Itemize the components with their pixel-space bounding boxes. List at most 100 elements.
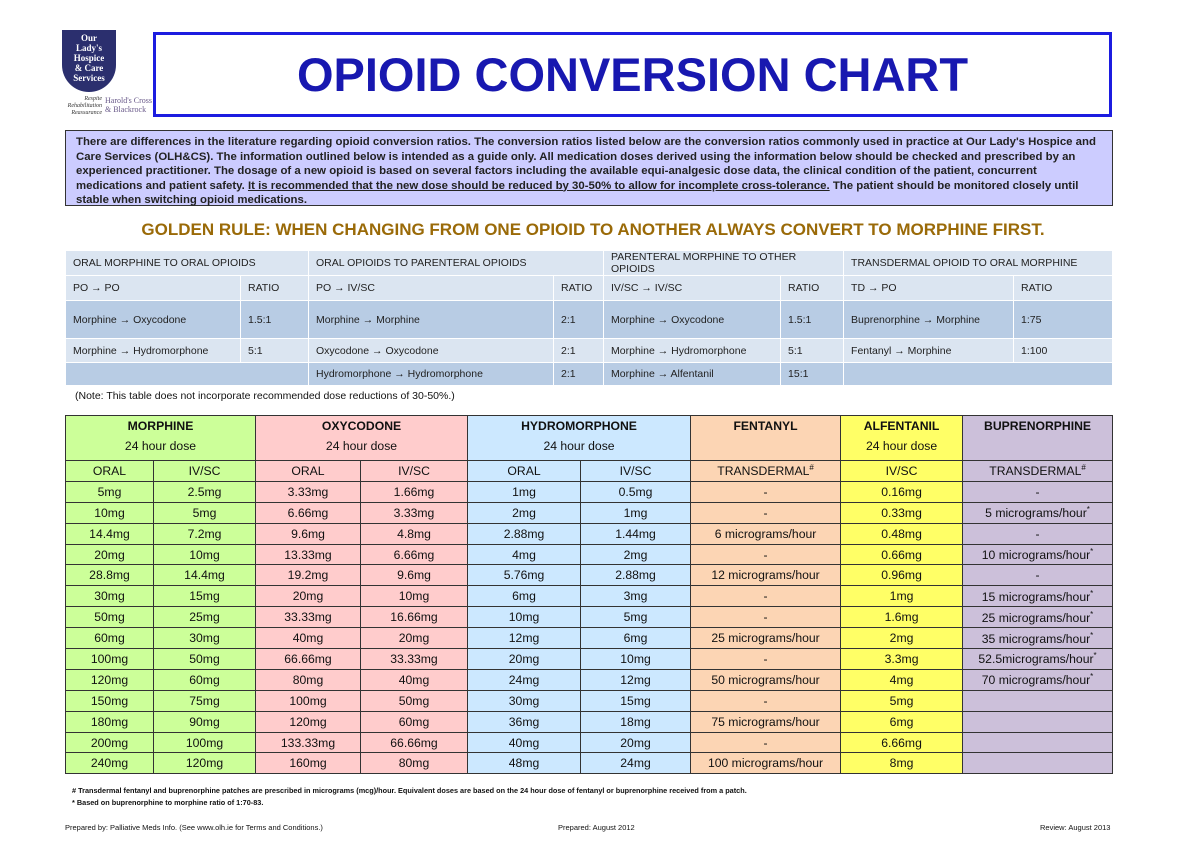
dose-cell: 3.33mg [359, 501, 469, 524]
dose-text: 10 micrograms/hour [981, 548, 1091, 563]
dose-sup: * [1090, 588, 1094, 598]
dose-cell: 100 micrograms/hour [690, 752, 842, 775]
footnote: * Based on buprenorphine to morphine rat… [72, 798, 264, 807]
ratio-empty-cell [65, 362, 309, 386]
dose-cell: 120mg [65, 668, 154, 691]
dose-text: 25 micrograms/hour [981, 610, 1091, 625]
route-label: IV/SC [580, 460, 692, 482]
dose-cell: - [690, 543, 842, 566]
dose-cell: 133.33mg [255, 731, 361, 754]
dose-cell: 30mg [467, 689, 582, 712]
route-sup: # [809, 463, 814, 473]
ratio-empty-cell [843, 362, 1114, 386]
dose-cell: 24mg [580, 752, 692, 775]
ratio-column-label: IV/SC → IV/SC [603, 275, 782, 301]
dose-cell: 6.66mg [255, 501, 361, 524]
dose-cell: 6mg [840, 710, 964, 733]
intro-text: There are differences in the literature … [76, 136, 1096, 192]
route-label: ORAL [65, 460, 154, 482]
footer-prepared-by: Prepared by: Palliative Meds Info. (See … [65, 823, 323, 832]
dose-cell: 150mg [65, 689, 154, 712]
dose-row: 5mg 2.5mg 3.33mg 1.66mg 1mg 0.5mg -0.16mg - [65, 480, 1114, 503]
dose-cell: 2.88mg [467, 522, 582, 545]
ratio-subheader-row: PO → PO RATIO PO → IV/SC RATIO IV/SC → IV/SC… [65, 275, 1114, 301]
dose-cell [962, 689, 1114, 712]
ratio-column-label: TD → PO [843, 275, 1015, 301]
dose-cell: 33.33mg [255, 606, 361, 629]
dose-cell: 25 micrograms/hour* [962, 606, 1114, 629]
intro: There are differences in the literature … [65, 130, 1113, 206]
ratio-group-title: ORAL MORPHINE TO ORAL OPIOIDS [65, 250, 309, 276]
dose-cell: - [690, 731, 842, 754]
ratio-group-title: TRANSDERMAL OPIOID TO ORAL MORPHINE [843, 250, 1114, 276]
ratio-row: Morphine → Hydromorphone 5:1 Oxycodone → O… [65, 338, 1114, 363]
dose-cell: 10mg [153, 543, 256, 566]
dose-sup: * [1086, 505, 1090, 515]
dose-cell: 2mg [840, 627, 964, 650]
footnote: # Transdermal fentanyl and buprenorphine… [72, 786, 747, 795]
drug-header: ALFENTANIL 24 hour dose [840, 415, 964, 461]
dose-cell: - [690, 606, 842, 629]
drug-header: FENTANYL [690, 415, 842, 461]
dose-cell: 5mg [580, 606, 692, 629]
logo-name: Services [73, 73, 105, 83]
dose-row: 28.8mg 14.4mg 19.2mg 9.6mg 5.76mg 2.88mg 12 mi… [65, 564, 1114, 587]
dose-cell: 2mg [580, 543, 692, 566]
ratio-column-label: PO → PO [65, 275, 241, 301]
dose-cell: 10mg [359, 585, 469, 608]
ratio-cell: Morphine → Hydromorphone [603, 338, 782, 363]
dose-cell [962, 731, 1114, 754]
dose-cell: 240mg [65, 752, 154, 775]
route-text: TRANSDERMAL [717, 464, 810, 479]
ratio-row: Morphine → Oxycodone 1.5:1 Morphine → Morp… [65, 300, 1114, 339]
route-text: TRANSDERMAL [989, 464, 1082, 479]
dose-sup: * [1090, 672, 1094, 682]
dose-cell: 100mg [255, 689, 361, 712]
dose-sup: * [1090, 546, 1094, 556]
dose-text: 15 micrograms/hour [981, 589, 1091, 604]
dose-cell: - [690, 689, 842, 712]
footer-review: Review: August 2013 [1040, 823, 1111, 832]
dose-cell: 120mg [255, 710, 361, 733]
dose-cell: 75 micrograms/hour [690, 710, 842, 733]
dose-cell: 6 micrograms/hour [690, 522, 842, 545]
dose-cell: 60mg [65, 627, 154, 650]
route-label: IV/SC [359, 460, 469, 482]
dose-cell: 14.4mg [65, 522, 154, 545]
logo-tagline-word: Respite [84, 96, 102, 102]
logo-location: Harold's Cross [105, 96, 152, 105]
dose-cell: 50mg [359, 689, 469, 712]
dose-cell: 1.6mg [840, 606, 964, 629]
dose-cell: 9.6mg [255, 522, 361, 545]
ratio-column-label: RATIO [780, 275, 845, 301]
dose-cell: 16.66mg [359, 606, 469, 629]
dose-row: 150mg 75mg 100mg 50mg 30mg 15mg -5mg [65, 689, 1114, 712]
drug-header: BUPRENORPHINE [962, 415, 1114, 461]
dose-cell: 6.66mg [359, 543, 469, 566]
title: OPIOID CONVERSION CHART [296, 48, 969, 101]
intro-underlined: It is recommended that the new dose shou… [247, 179, 830, 192]
dose-cell: 3mg [580, 585, 692, 608]
golden-rule: GOLDEN RULE: WHEN CHANGING FROM ONE OPIO… [141, 220, 1045, 239]
dose-cell: - [962, 480, 1114, 503]
dose-cell: 10 micrograms/hour* [962, 543, 1114, 566]
dose-cell: 40mg [359, 668, 469, 691]
dose-cell: 90mg [153, 710, 256, 733]
logo-tagline-word: Reassurance [71, 110, 102, 116]
dose-row: 240mg 120mg 160mg 80mg 48mg 24mg 100 microgram… [65, 752, 1114, 775]
ratio-cell: 1.5:1 [780, 300, 845, 339]
ratio-row: Hydromorphone → Hydromorphone 2:1 Morphine… [65, 362, 1114, 386]
drug-subtitle: 24 hour dose [325, 439, 398, 453]
dose-cell: 5 micrograms/hour* [962, 501, 1114, 524]
ratio-column-label: RATIO [1013, 275, 1114, 301]
dose-cell: 3.3mg [840, 648, 964, 670]
dose-row: 200mg 100mg 133.33mg 66.66mg 40mg 20mg -6.66mg [65, 731, 1114, 754]
ratio-cell: Morphine → Morphine [308, 300, 554, 339]
dose-cell: 100mg [153, 731, 256, 754]
ratio-cell: Hydromorphone → Hydromorphone [308, 362, 554, 386]
dose-cell: 1.44mg [580, 522, 692, 545]
dose-cell: 28.8mg [65, 564, 154, 587]
dose-row: 120mg 60mg 80mg 40mg 24mg 12mg 50 micrograms/h… [65, 668, 1114, 691]
title-box: OPIOID CONVERSION CHART [153, 32, 1112, 117]
dose-cell: - [690, 480, 842, 503]
